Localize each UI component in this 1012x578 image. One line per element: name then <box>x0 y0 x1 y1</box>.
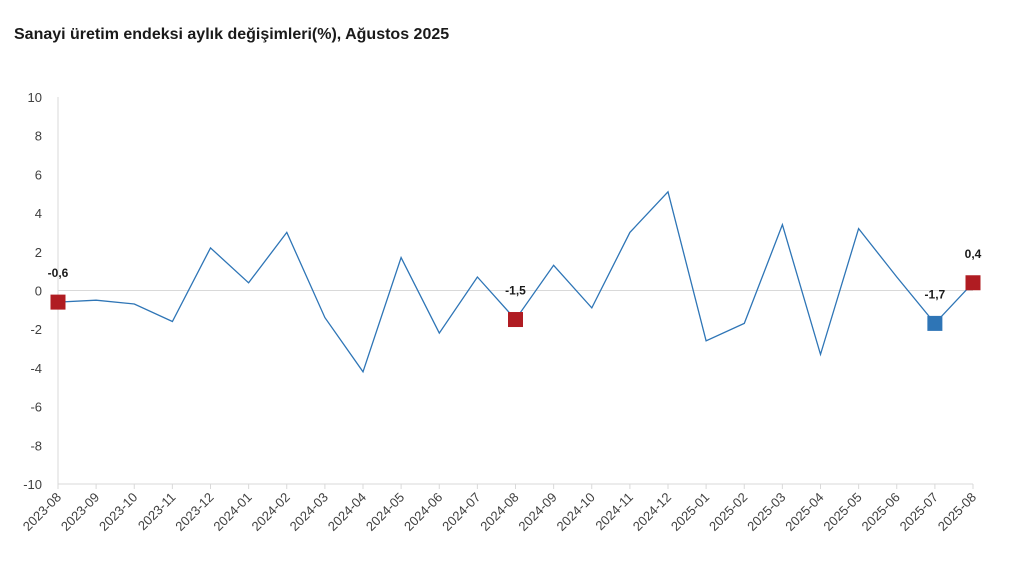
x-tick-label: 2023-10 <box>96 490 140 534</box>
data-point <box>210 247 212 249</box>
x-tick-label: 2024-02 <box>249 490 293 534</box>
data-point <box>324 317 326 319</box>
data-point <box>438 332 440 334</box>
x-tick-label: 2024-12 <box>630 490 674 534</box>
y-tick-label: -4 <box>30 361 42 376</box>
series-line <box>57 190 974 374</box>
x-tick-label: 2025-08 <box>935 490 979 534</box>
data-point <box>820 353 822 355</box>
x-tick-label: 2025-04 <box>782 490 826 534</box>
highlight-markers: -0,6 -1,5 -1,7 0,4 <box>48 247 982 331</box>
data-point <box>667 191 669 193</box>
y-tick-label: 10 <box>28 90 42 105</box>
data-point <box>400 257 402 259</box>
x-tick-label: 2024-03 <box>287 490 331 534</box>
y-axis-ticks: 10 8 6 4 2 0 -2 -4 -6 -8 -10 <box>23 90 42 492</box>
data-point <box>362 371 364 373</box>
x-tick-label: 2025-01 <box>668 490 712 534</box>
y-tick-label: 2 <box>35 245 42 260</box>
x-tick-label: 2025-03 <box>744 490 788 534</box>
data-point <box>743 322 745 324</box>
data-point <box>591 307 593 309</box>
data-point <box>476 276 478 278</box>
data-point <box>133 303 135 305</box>
data-point <box>858 228 860 230</box>
highlight-marker <box>927 315 943 331</box>
highlight-marker <box>50 294 66 310</box>
y-tick-label: 8 <box>35 129 42 144</box>
y-tick-label: 0 <box>35 284 42 299</box>
y-tick-label: -8 <box>30 438 42 453</box>
x-tick-label: 2023-09 <box>58 490 102 534</box>
x-tick-label: 2024-11 <box>592 490 636 534</box>
series-layer <box>57 190 974 374</box>
x-tick-label: 2024-09 <box>515 490 559 534</box>
data-point <box>553 264 555 266</box>
data-point <box>248 282 250 284</box>
x-tick-label: 2025-05 <box>820 490 864 534</box>
x-tick-label: 2025-02 <box>706 490 750 534</box>
data-label: -0,6 <box>48 266 69 280</box>
y-tick-label: -10 <box>23 477 42 492</box>
y-tick-label: 4 <box>35 206 42 221</box>
data-label: -1,5 <box>505 284 526 298</box>
x-tick-label: 2024-10 <box>554 490 598 534</box>
x-tick-label: 2023-08 <box>20 490 64 534</box>
chart-title: Sanayi üretim endeksi aylık değişimleri(… <box>14 26 450 43</box>
data-point <box>781 224 783 226</box>
data-label: 0,4 <box>965 247 982 261</box>
x-tick-label: 2023-11 <box>135 490 179 534</box>
x-tick-label: 2024-07 <box>439 490 483 534</box>
y-tick-label: 6 <box>35 167 42 182</box>
data-point <box>286 231 288 233</box>
x-tick-label: 2024-01 <box>210 490 254 534</box>
x-tick-label: 2024-05 <box>363 490 407 534</box>
x-tick-label: 2025-06 <box>859 490 903 534</box>
x-tick-label: 2024-06 <box>401 490 445 534</box>
data-point <box>95 299 97 301</box>
x-tick-label: 2025-07 <box>897 490 941 534</box>
data-point <box>896 276 898 278</box>
highlight-marker <box>965 275 981 291</box>
x-tick-label: 2023-12 <box>172 490 216 534</box>
data-point <box>705 340 707 342</box>
x-tick-label: 2024-04 <box>325 490 369 534</box>
data-label: -1,7 <box>925 287 946 301</box>
highlight-marker <box>508 312 523 328</box>
x-tick-label: 2024-08 <box>477 490 521 534</box>
data-point <box>171 320 173 322</box>
data-point <box>629 231 631 233</box>
x-axis-ticks: 2023-082023-092023-102023-112023-122024-… <box>20 484 979 534</box>
y-tick-label: -2 <box>30 322 42 337</box>
y-tick-label: -6 <box>30 400 42 415</box>
